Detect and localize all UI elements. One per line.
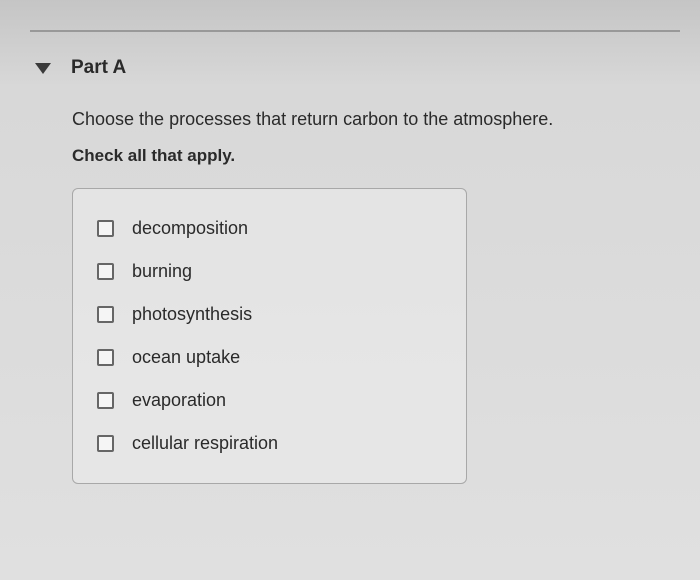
checkbox-cellular-respiration[interactable] bbox=[97, 435, 114, 452]
section-divider bbox=[30, 30, 680, 32]
option-row: photosynthesis bbox=[97, 293, 442, 336]
question-prompt: Choose the processes that return carbon … bbox=[72, 107, 680, 132]
option-label: cellular respiration bbox=[132, 433, 278, 454]
checkbox-burning[interactable] bbox=[97, 263, 114, 280]
section-header[interactable]: Part A bbox=[20, 57, 680, 79]
option-row: decomposition bbox=[97, 207, 442, 250]
option-row: ocean uptake bbox=[97, 336, 442, 379]
question-instruction: Check all that apply. bbox=[72, 146, 680, 166]
option-row: burning bbox=[97, 250, 442, 293]
checkbox-evaporation[interactable] bbox=[97, 392, 114, 409]
option-label: ocean uptake bbox=[132, 347, 240, 368]
option-label: decomposition bbox=[132, 218, 248, 239]
option-label: photosynthesis bbox=[132, 304, 252, 325]
option-row: evaporation bbox=[97, 379, 442, 422]
option-label: evaporation bbox=[132, 390, 226, 411]
section-title: Part A bbox=[71, 57, 126, 79]
checkbox-decomposition[interactable] bbox=[97, 220, 114, 237]
checkbox-photosynthesis[interactable] bbox=[97, 306, 114, 323]
option-row: cellular respiration bbox=[97, 422, 442, 465]
question-content: Choose the processes that return carbon … bbox=[20, 107, 680, 484]
options-container: decomposition burning photosynthesis oce… bbox=[72, 188, 467, 484]
option-label: burning bbox=[132, 261, 192, 282]
chevron-down-icon bbox=[35, 63, 51, 74]
checkbox-ocean-uptake[interactable] bbox=[97, 349, 114, 366]
